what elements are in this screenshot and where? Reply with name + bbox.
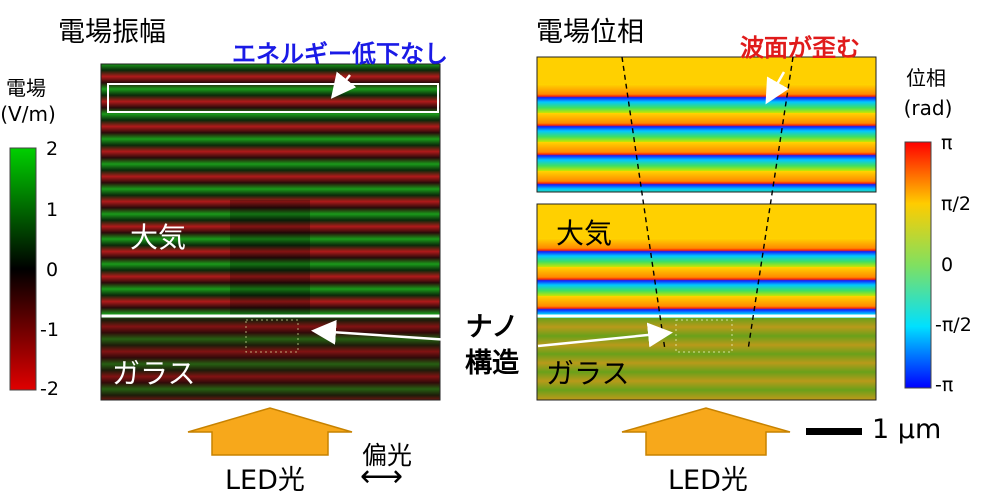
wavefront-guide-left (621, 56, 666, 351)
led-label-right: LED光 (668, 465, 748, 496)
amplitude-tick: -2 (40, 378, 59, 400)
scale-bar (806, 428, 862, 435)
phase-map-top (536, 56, 877, 193)
polarization-label: 偏光 (362, 441, 413, 470)
phase-tick: 0 (941, 254, 954, 276)
led-arrow-right (621, 407, 791, 456)
amplitude-region-glass: ガラス (112, 357, 196, 390)
phase-tick: -π (935, 374, 954, 396)
amplitude-region-air: 大気 (130, 221, 187, 254)
amplitude-note: エネルギー低下なし (232, 40, 448, 68)
amplitude-colorbar (9, 147, 37, 391)
note-arrow-right (765, 71, 789, 105)
phase-colorbar (904, 141, 932, 389)
amplitude-title: 電場振幅 (58, 17, 166, 48)
nano-arrow-right (537, 322, 673, 348)
led-arrow-left (187, 407, 353, 456)
phase-title: 電場位相 (536, 17, 644, 48)
phase-tick: -π/2 (935, 314, 972, 336)
phase-tick: π/2 (941, 193, 971, 215)
scale-bar-label: 1 µm (872, 414, 942, 445)
polarization-arrow-icon: ⟷ (360, 459, 404, 494)
phase-region-glass: ガラス (546, 357, 630, 390)
nanostructure-label-line2: 構造 (465, 348, 519, 379)
nanostructure-label-line1: ナノ (465, 312, 519, 343)
note-arrow-left (330, 71, 357, 99)
amplitude-tick: 2 (46, 138, 59, 160)
amplitude-colorbar-unit: (V/m) (0, 102, 56, 126)
amplitude-tick: -1 (40, 319, 59, 341)
phase-tick: π (941, 132, 953, 154)
amplitude-tick: 0 (46, 259, 59, 281)
phase-note: 波面が歪む (740, 34, 860, 62)
nano-arrow-left (311, 319, 451, 345)
amplitude-colorbar-title: 電場 (6, 76, 46, 100)
amplitude-tick: 1 (46, 199, 59, 221)
nanostructure-label: ナノ 構造 (452, 310, 532, 382)
wavefront-guide-right (747, 56, 794, 351)
amplitude-map (100, 63, 441, 401)
phase-region-air: 大気 (556, 217, 613, 250)
phase-colorbar-title: 位相 (906, 66, 946, 90)
led-label-left: LED光 (225, 465, 305, 496)
phase-map-bottom (536, 203, 877, 401)
phase-colorbar-unit: (rad) (903, 96, 953, 120)
